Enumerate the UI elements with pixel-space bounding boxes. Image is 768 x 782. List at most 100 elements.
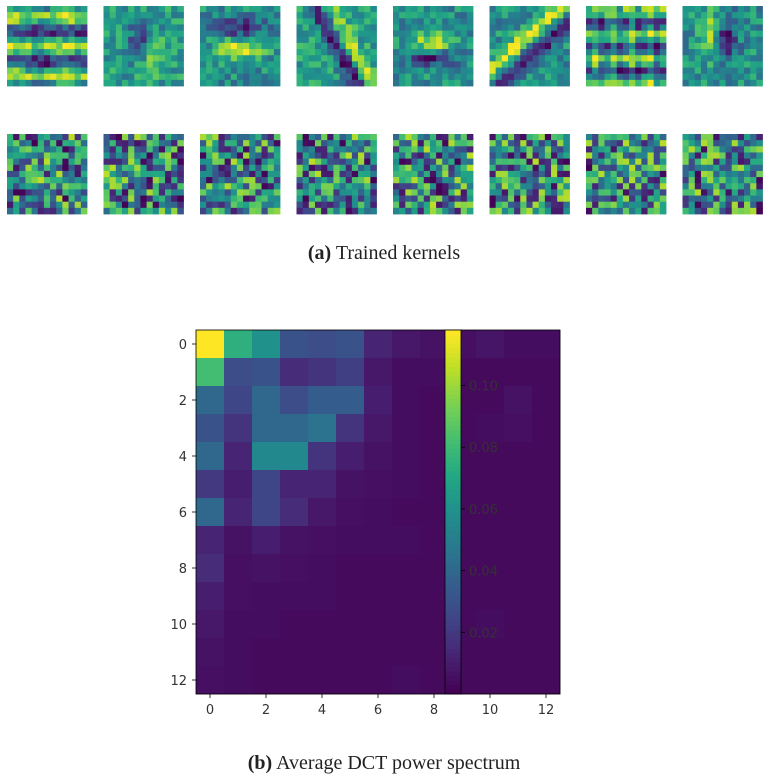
- y-tick-label: 0: [179, 338, 187, 353]
- kernel-noise: [103, 134, 184, 215]
- heatmap-cell: [504, 666, 533, 695]
- x-tick-label: 2: [262, 703, 270, 718]
- heatmap-cell: [476, 386, 505, 415]
- heatmap-cell: [392, 470, 421, 499]
- heatmap-cell: [504, 554, 533, 583]
- heatmap-cell: [532, 358, 561, 387]
- heatmap-cell: [504, 526, 533, 555]
- heatmap-cell: [532, 610, 561, 639]
- heatmap-cell: [224, 610, 253, 639]
- y-tick-label: 10: [170, 618, 187, 633]
- heatmap-cell: [224, 442, 253, 471]
- heatmap-cell: [532, 386, 561, 415]
- kernel-noise: [586, 134, 667, 215]
- heatmap-cell: [392, 498, 421, 527]
- heatmap-cell: [336, 330, 365, 359]
- heatmap-cell: [280, 610, 309, 639]
- heatmap-cell: [476, 442, 505, 471]
- heatmap-cell: [224, 554, 253, 583]
- heatmap-cell: [308, 638, 337, 667]
- heatmap-cells: [196, 330, 561, 695]
- y-tick-label: 12: [170, 674, 187, 689]
- heatmap-cell: [504, 330, 533, 359]
- heatmap-cell: [420, 386, 449, 415]
- heatmap-cell: [224, 526, 253, 555]
- kernel-diagonal-line: [296, 6, 377, 87]
- x-tick-label: 10: [482, 703, 499, 718]
- kernel-horizontal-blob: [393, 6, 474, 87]
- heatmap-cell: [252, 498, 281, 527]
- heatmap-cell: [364, 666, 393, 695]
- heatmap-cell: [196, 526, 225, 555]
- heatmap-cell: [532, 330, 561, 359]
- heatmap-cell: [392, 386, 421, 415]
- heatmap-cell: [392, 414, 421, 443]
- heatmap-cell: [336, 666, 365, 695]
- heatmap-cell: [392, 330, 421, 359]
- heatmap-cell: [252, 442, 281, 471]
- colorbar-tick-label: 0.04: [469, 565, 498, 580]
- heatmap-cell: [364, 498, 393, 527]
- heatmap-cell: [308, 498, 337, 527]
- heatmap-cell: [308, 582, 337, 611]
- colorbar-tick-label: 0.02: [469, 626, 498, 641]
- heatmap-cell: [196, 666, 225, 695]
- heatmap-cell: [476, 358, 505, 387]
- heatmap-cell: [280, 386, 309, 415]
- heatmap-cell: [252, 638, 281, 667]
- x-tick-label: 4: [318, 703, 326, 718]
- heatmap-cell: [252, 554, 281, 583]
- kernel-noise: [200, 134, 281, 215]
- heatmap-cell: [504, 442, 533, 471]
- heatmap-cell: [392, 526, 421, 555]
- heatmap-cell: [364, 442, 393, 471]
- heatmap-cell: [392, 638, 421, 667]
- kernel-noise: [7, 134, 88, 215]
- heatmap-cell: [420, 526, 449, 555]
- heatmap-cell: [476, 666, 505, 695]
- heatmap-cell: [476, 498, 505, 527]
- heatmap-cell: [392, 554, 421, 583]
- kernel-noise: [489, 134, 570, 215]
- heatmap-cell: [364, 582, 393, 611]
- heatmap-cell: [336, 386, 365, 415]
- heatmap-cell: [364, 526, 393, 555]
- heatmap-cell: [280, 582, 309, 611]
- heatmap-cell: [476, 582, 505, 611]
- heatmap-cell: [336, 442, 365, 471]
- heatmap-cell: [476, 610, 505, 639]
- heatmap-cell: [196, 470, 225, 499]
- heatmap-cell: [392, 666, 421, 695]
- heatmap-cell: [196, 610, 225, 639]
- kernel-vertical-edge: [682, 6, 763, 87]
- heatmap-cell: [196, 554, 225, 583]
- heatmap-cell: [532, 666, 561, 695]
- heatmap-cell: [252, 666, 281, 695]
- heatmap-cell: [420, 470, 449, 499]
- heatmap-cell: [224, 666, 253, 695]
- heatmap-cell: [476, 330, 505, 359]
- heatmap-cell: [336, 470, 365, 499]
- heatmap-cell: [252, 330, 281, 359]
- heatmap-cell: [420, 442, 449, 471]
- heatmap-cell: [196, 386, 225, 415]
- heatmap-cell: [420, 330, 449, 359]
- heatmap-cell: [420, 554, 449, 583]
- heatmap-cell: [532, 638, 561, 667]
- trained-kernels-grid: [7, 6, 763, 215]
- kernel-noise: [296, 134, 377, 215]
- colorbar-tick-label: 0.08: [469, 441, 498, 456]
- heatmap-cell: [476, 470, 505, 499]
- heatmap-cell: [252, 414, 281, 443]
- kernel-noise: [682, 134, 763, 215]
- heatmap-cell: [364, 414, 393, 443]
- caption-b-label: (b): [247, 752, 273, 774]
- heatmap-cell: [420, 582, 449, 611]
- heatmap-cell: [336, 582, 365, 611]
- kernel-diagonal-edge: [489, 6, 570, 87]
- heatmap-cell: [364, 358, 393, 387]
- heatmap-cell: [308, 414, 337, 443]
- heatmap-cell: [420, 358, 449, 387]
- dct-power-spectrum-heatmap: 0 2 4 6 8 10 12 0 2 4 6 8 10 12 0.02 0.04 0.06 0.08 0.10: [170, 329, 561, 718]
- heatmap-cell: [392, 582, 421, 611]
